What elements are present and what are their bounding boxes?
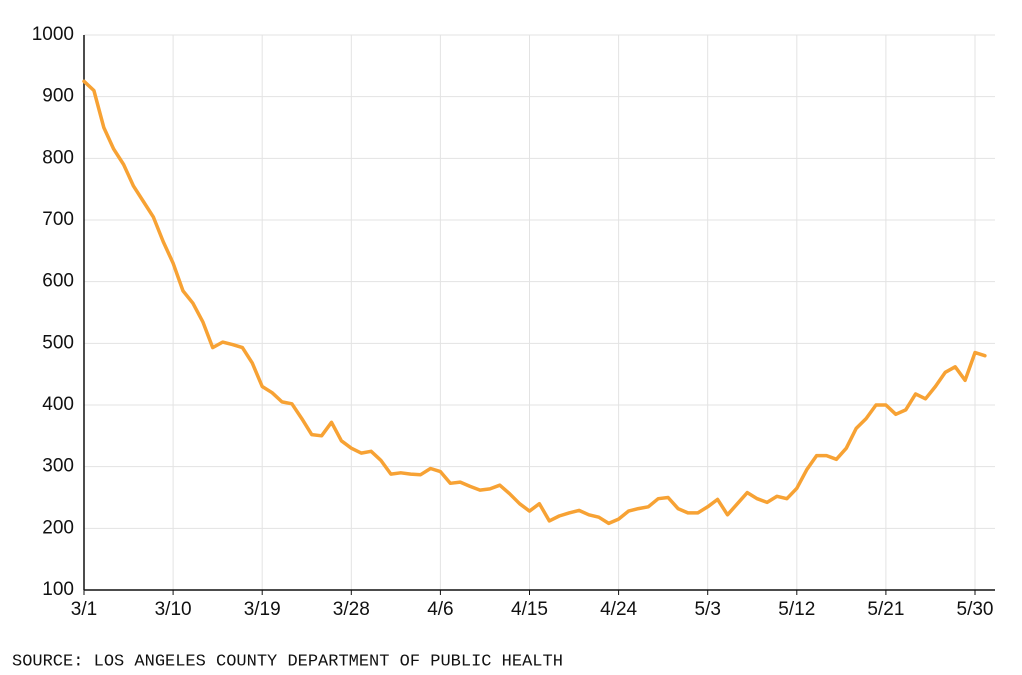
x-tick-label: 4/24 <box>600 599 637 620</box>
x-tick-label: 4/15 <box>511 599 548 620</box>
x-tick-label: 3/28 <box>333 599 370 620</box>
x-tick-label: 3/19 <box>244 599 281 620</box>
x-tick-label: 5/21 <box>867 599 904 620</box>
y-tick-label: 700 <box>42 209 74 230</box>
x-tick-label: 5/3 <box>694 599 720 620</box>
x-tick-label: 5/30 <box>957 599 994 620</box>
data-line <box>82 79 987 526</box>
y-tick-label: 500 <box>42 332 74 353</box>
x-tick-label: 3/1 <box>71 599 97 620</box>
y-tick-label: 300 <box>42 456 74 477</box>
y-tick-label: 600 <box>42 271 74 292</box>
y-tick-label: 200 <box>42 517 74 538</box>
x-tick-label: 4/6 <box>427 599 453 620</box>
y-tick-label: 400 <box>42 394 74 415</box>
y-tick-label: 800 <box>42 147 74 168</box>
y-tick-label: 1000 <box>32 24 74 45</box>
y-tick-label: 900 <box>42 86 74 107</box>
x-tick-label: 3/10 <box>155 599 192 620</box>
source-note: SOURCE: LOS ANGELES COUNTY DEPARTMENT OF… <box>12 652 563 671</box>
y-tick-label: 100 <box>42 579 74 600</box>
x-tick-label: 5/12 <box>778 599 815 620</box>
